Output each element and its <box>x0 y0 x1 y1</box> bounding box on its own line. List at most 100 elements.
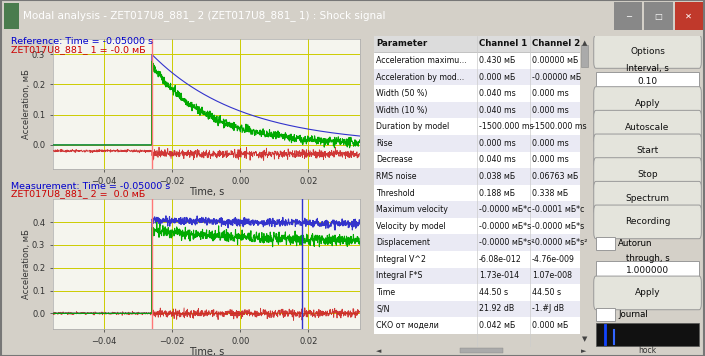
Text: Stop: Stop <box>637 170 658 179</box>
FancyBboxPatch shape <box>374 168 580 185</box>
FancyBboxPatch shape <box>594 134 701 168</box>
FancyBboxPatch shape <box>374 235 580 251</box>
Text: Apply: Apply <box>634 99 661 108</box>
Text: 0.040 ms: 0.040 ms <box>479 89 516 98</box>
Text: Recording: Recording <box>625 218 670 226</box>
Text: 44.50 s: 44.50 s <box>532 288 560 297</box>
Text: 0.000 мБ: 0.000 мБ <box>532 321 568 330</box>
FancyBboxPatch shape <box>374 36 580 52</box>
Text: -0.0000 мБ*s: -0.0000 мБ*s <box>532 222 584 231</box>
Text: 0.000 мБ: 0.000 мБ <box>479 73 515 82</box>
Text: ▲: ▲ <box>582 40 587 46</box>
Text: RMS noise: RMS noise <box>376 172 417 181</box>
FancyBboxPatch shape <box>374 251 580 268</box>
FancyBboxPatch shape <box>675 1 703 31</box>
Text: Autoscale: Autoscale <box>625 123 670 132</box>
Text: -0.0001 мБ*c: -0.0001 мБ*c <box>532 205 584 214</box>
Text: Modal analysis - ZET017U8_881_ 2 (ZET017U8_881_ 1) : Shock signal: Modal analysis - ZET017U8_881_ 2 (ZET017… <box>23 11 386 21</box>
FancyBboxPatch shape <box>596 323 699 346</box>
Text: 0.06763 мБ: 0.06763 мБ <box>532 172 578 181</box>
Text: □: □ <box>654 11 663 21</box>
Text: hock: hock <box>639 346 656 355</box>
Text: 21.92 dB: 21.92 dB <box>479 304 514 314</box>
Text: Maximum velocity: Maximum velocity <box>376 205 448 214</box>
Text: 0.038 мБ: 0.038 мБ <box>479 172 515 181</box>
Text: Width (10 %): Width (10 %) <box>376 106 428 115</box>
Text: -1500.000 ms: -1500.000 ms <box>532 122 587 131</box>
Text: 0.000 ms: 0.000 ms <box>532 106 568 115</box>
X-axis label: Time, s: Time, s <box>189 347 224 356</box>
FancyBboxPatch shape <box>460 348 503 353</box>
FancyBboxPatch shape <box>374 301 580 317</box>
Text: 0.040 ms: 0.040 ms <box>479 155 516 164</box>
Text: Start: Start <box>637 146 658 155</box>
Text: 0.338 мБ: 0.338 мБ <box>532 189 568 198</box>
Text: 0.00000 мБ: 0.00000 мБ <box>532 56 578 65</box>
Text: Journal: Journal <box>618 310 648 319</box>
Text: Acceleration maximu...: Acceleration maximu... <box>376 56 467 65</box>
Text: Decrease: Decrease <box>376 155 413 164</box>
Text: -6.08e-012: -6.08e-012 <box>479 255 522 264</box>
FancyBboxPatch shape <box>644 1 673 31</box>
Text: Channel 2: Channel 2 <box>532 40 580 48</box>
Text: Duration by model: Duration by model <box>376 122 450 131</box>
Text: 0.000 ms: 0.000 ms <box>532 89 568 98</box>
Text: through, s: through, s <box>625 254 670 263</box>
Text: Spectrum: Spectrum <box>625 194 670 203</box>
Y-axis label: Acceleration, мБ: Acceleration, мБ <box>22 229 30 299</box>
FancyBboxPatch shape <box>594 110 701 144</box>
FancyBboxPatch shape <box>594 35 701 68</box>
FancyBboxPatch shape <box>374 268 580 284</box>
Y-axis label: Acceleration, мБ: Acceleration, мБ <box>22 69 30 139</box>
Text: 0.188 мБ: 0.188 мБ <box>479 189 515 198</box>
FancyBboxPatch shape <box>596 308 615 321</box>
FancyBboxPatch shape <box>594 181 701 215</box>
Text: ─: ─ <box>625 11 631 21</box>
Text: Rise: Rise <box>376 139 393 148</box>
Text: ◄: ◄ <box>376 348 381 354</box>
Text: -1500.000 ms: -1500.000 ms <box>479 122 534 131</box>
FancyBboxPatch shape <box>614 1 642 31</box>
Text: ✕: ✕ <box>685 11 692 21</box>
Text: 0.430 мБ: 0.430 мБ <box>479 56 515 65</box>
Text: 0.10: 0.10 <box>637 77 658 86</box>
FancyBboxPatch shape <box>374 185 580 201</box>
Text: Autorun: Autorun <box>618 239 653 248</box>
Text: Threshold: Threshold <box>376 189 415 198</box>
FancyBboxPatch shape <box>594 205 701 239</box>
FancyBboxPatch shape <box>374 102 580 119</box>
Text: 0.042 мБ: 0.042 мБ <box>479 321 515 330</box>
Text: -0.0000 мБ*c: -0.0000 мБ*c <box>479 205 532 214</box>
Text: Time: Time <box>376 288 396 297</box>
Text: ▼: ▼ <box>582 336 587 342</box>
FancyBboxPatch shape <box>374 85 580 102</box>
FancyBboxPatch shape <box>596 72 699 91</box>
Text: ZET017U8_881_ 2 =  0.0 мБ: ZET017U8_881_ 2 = 0.0 мБ <box>11 189 145 198</box>
Text: 44.50 s: 44.50 s <box>479 288 508 297</box>
FancyBboxPatch shape <box>374 152 580 168</box>
Text: Displacement: Displacement <box>376 238 430 247</box>
Text: 0.040 ms: 0.040 ms <box>479 106 516 115</box>
Text: 0.000 ms: 0.000 ms <box>532 155 568 164</box>
FancyBboxPatch shape <box>596 237 615 250</box>
Text: ►: ► <box>581 348 587 354</box>
Text: -0.0000 мБ*s: -0.0000 мБ*s <box>479 222 532 231</box>
Text: -1.#J dB: -1.#J dB <box>532 304 564 314</box>
Text: Measurement: Time = -0.05000 s: Measurement: Time = -0.05000 s <box>11 182 170 190</box>
FancyBboxPatch shape <box>374 317 580 334</box>
Text: Acceleration by mod...: Acceleration by mod... <box>376 73 465 82</box>
Text: Reference: Time = -0.05000 s: Reference: Time = -0.05000 s <box>11 37 152 46</box>
FancyBboxPatch shape <box>374 69 580 85</box>
FancyBboxPatch shape <box>374 218 580 235</box>
Text: Options: Options <box>630 47 665 56</box>
Text: Channel 1: Channel 1 <box>479 40 527 48</box>
Text: -0.0000 мБ*s²: -0.0000 мБ*s² <box>532 238 587 247</box>
Text: СКО от модели: СКО от модели <box>376 321 439 330</box>
FancyBboxPatch shape <box>594 276 701 310</box>
Text: Interval, s: Interval, s <box>626 64 669 73</box>
Text: 1.000000: 1.000000 <box>626 266 669 275</box>
Text: 0.000 ms: 0.000 ms <box>479 139 516 148</box>
Text: 1.73e-014: 1.73e-014 <box>479 271 519 281</box>
Text: Velocity by model: Velocity by model <box>376 222 446 231</box>
X-axis label: Time, s: Time, s <box>189 187 224 197</box>
